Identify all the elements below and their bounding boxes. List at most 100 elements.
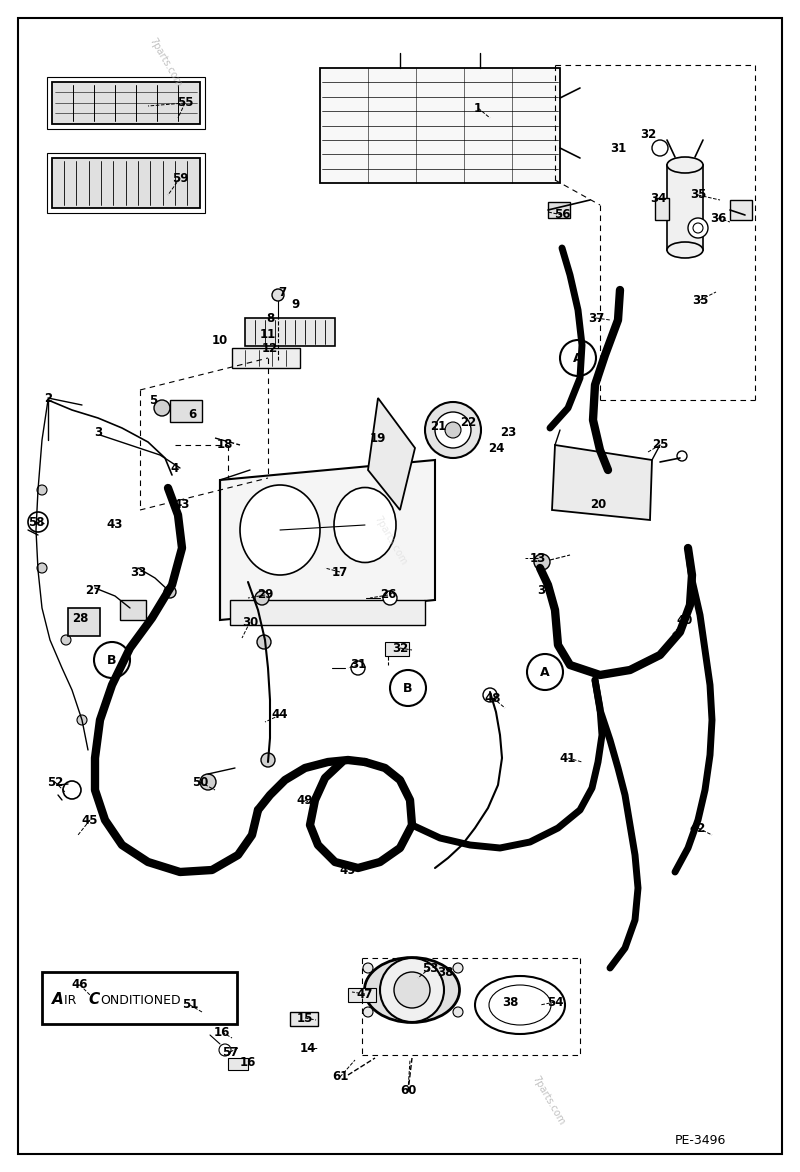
Text: 31: 31 [610, 142, 626, 155]
Text: 26: 26 [380, 588, 396, 601]
Text: 1: 1 [474, 102, 482, 115]
Text: 4: 4 [171, 462, 179, 475]
Text: 57: 57 [222, 1045, 238, 1058]
Circle shape [527, 654, 563, 690]
Bar [228, 1058, 248, 1070]
Bar [655, 198, 669, 220]
Circle shape [351, 661, 365, 675]
Text: 60: 60 [400, 1083, 416, 1097]
Bar [52, 158, 200, 207]
Text: 13: 13 [530, 552, 546, 565]
Text: 61: 61 [332, 1070, 348, 1083]
Circle shape [652, 139, 668, 156]
Text: 49: 49 [297, 793, 314, 806]
Ellipse shape [365, 958, 459, 1022]
Text: 31: 31 [350, 659, 366, 672]
Text: 58: 58 [28, 516, 44, 529]
Text: 17: 17 [332, 566, 348, 579]
Text: 23: 23 [500, 425, 516, 438]
Bar [548, 202, 570, 218]
Text: 38: 38 [437, 966, 453, 979]
Text: A: A [52, 993, 64, 1008]
Text: 56: 56 [554, 209, 570, 222]
Circle shape [435, 413, 471, 448]
Bar [385, 642, 409, 656]
Text: 47: 47 [357, 988, 373, 1001]
Text: 20: 20 [590, 498, 606, 511]
Text: 41: 41 [560, 751, 576, 764]
Text: 5: 5 [149, 394, 157, 407]
Text: 35: 35 [692, 293, 708, 307]
Text: 11: 11 [260, 328, 276, 341]
Circle shape [383, 591, 397, 605]
Circle shape [363, 963, 373, 973]
Circle shape [677, 451, 687, 461]
Circle shape [272, 289, 284, 301]
Text: 25: 25 [652, 438, 668, 451]
Text: 29: 29 [257, 588, 273, 601]
Text: 19: 19 [370, 431, 386, 444]
Text: 40: 40 [677, 613, 693, 627]
Text: IR: IR [64, 994, 80, 1007]
Circle shape [688, 218, 708, 238]
Text: PE-3496: PE-3496 [674, 1133, 726, 1146]
Bar [290, 1011, 318, 1026]
Circle shape [257, 635, 271, 649]
Ellipse shape [240, 485, 320, 575]
Circle shape [534, 554, 550, 570]
Polygon shape [220, 459, 435, 620]
Text: 7: 7 [278, 286, 286, 299]
Circle shape [28, 512, 48, 532]
Circle shape [453, 1007, 463, 1017]
Text: 59: 59 [172, 171, 188, 184]
Text: 7parts.com: 7parts.com [147, 35, 183, 88]
Circle shape [390, 670, 426, 706]
Text: 15: 15 [297, 1011, 313, 1024]
Bar [730, 200, 752, 220]
Text: 49: 49 [340, 864, 356, 877]
Text: C: C [88, 993, 99, 1008]
Text: 18: 18 [217, 438, 233, 451]
Text: 32: 32 [392, 641, 408, 654]
Bar [175, 1000, 203, 1011]
Text: 21: 21 [430, 420, 446, 432]
Text: 2: 2 [44, 391, 52, 404]
Polygon shape [552, 445, 652, 520]
Bar [170, 400, 202, 422]
Circle shape [219, 1044, 231, 1056]
Bar [230, 600, 425, 625]
Text: 52: 52 [47, 776, 63, 789]
Text: A: A [573, 352, 583, 364]
Bar [120, 600, 146, 620]
Circle shape [164, 586, 176, 598]
Text: B: B [403, 681, 413, 695]
Bar [47, 77, 205, 129]
Text: 55: 55 [177, 96, 194, 109]
Text: 35: 35 [690, 189, 706, 202]
Circle shape [445, 422, 461, 438]
Text: 16: 16 [240, 1056, 256, 1069]
Text: 54: 54 [546, 995, 563, 1008]
Text: 43: 43 [174, 498, 190, 511]
Text: 16: 16 [214, 1026, 230, 1038]
Circle shape [61, 635, 71, 645]
Circle shape [693, 223, 703, 233]
Circle shape [200, 774, 216, 790]
Text: 32: 32 [640, 129, 656, 142]
Circle shape [255, 591, 269, 605]
Circle shape [394, 972, 430, 1008]
Ellipse shape [667, 157, 703, 173]
Text: 38: 38 [502, 995, 518, 1008]
Circle shape [453, 963, 463, 973]
Text: ONDITIONED: ONDITIONED [100, 994, 181, 1007]
Circle shape [425, 402, 481, 458]
Text: 51: 51 [182, 999, 198, 1011]
Text: 7parts.com: 7parts.com [530, 1074, 566, 1126]
Bar [68, 608, 100, 636]
Text: 3: 3 [94, 425, 102, 438]
Bar [320, 68, 560, 183]
Bar [348, 988, 376, 1002]
Text: 28: 28 [72, 612, 88, 625]
Text: 9: 9 [291, 299, 299, 312]
Circle shape [483, 688, 497, 702]
